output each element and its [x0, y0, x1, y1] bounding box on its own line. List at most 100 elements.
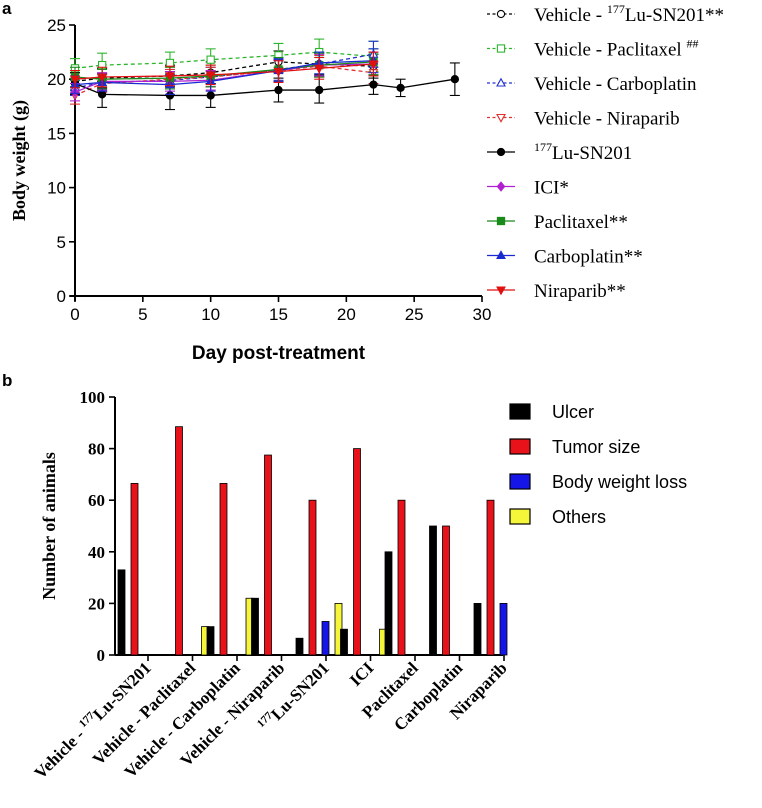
bar-group-8 [473, 499, 508, 656]
bar [429, 525, 437, 656]
data-point [97, 73, 108, 83]
bar-group-5 [340, 448, 387, 656]
legend-label: 177Lu-SN201 [534, 140, 632, 164]
legend-label: Others [552, 507, 606, 527]
bar [308, 499, 317, 656]
legend-swatch [509, 473, 531, 490]
data-point [450, 75, 460, 84]
legend-swatch [509, 403, 531, 420]
bar [251, 597, 259, 656]
legend-label: Body weight loss [552, 472, 687, 492]
data-point [315, 85, 324, 95]
y-tick-label: 10 [47, 179, 66, 198]
y-tick-label: 5 [57, 233, 66, 252]
data-point [273, 68, 284, 77]
bar-group-2 [206, 483, 254, 656]
legend-marker [496, 216, 506, 226]
legend-marker [496, 181, 506, 192]
legend-marker [496, 9, 506, 19]
data-point [165, 58, 175, 68]
data-point [70, 75, 80, 85]
data-point [396, 83, 405, 93]
legend-label: Niraparib** [534, 281, 626, 302]
y-tick-label: 0 [97, 646, 106, 665]
bar [175, 426, 183, 656]
panel-a-label: a [2, 0, 12, 18]
data-point [314, 64, 325, 74]
legend-label: Tumor size [552, 437, 640, 457]
legend-label: Ulcer [552, 402, 594, 422]
legend-swatch [509, 438, 531, 455]
x-tick-label: 15 [269, 305, 288, 324]
bar [442, 525, 450, 656]
legend-label: ICI* [534, 178, 569, 199]
legend-marker [496, 44, 506, 53]
bar [295, 637, 304, 656]
y-tick-label: 20 [47, 70, 66, 89]
y-tick-label: 60 [88, 491, 105, 510]
legend-marker [496, 77, 506, 87]
bar [473, 603, 482, 656]
body-weight-chart: 0 5 10 15 20 25 0 5 10 15 20 25 30 Day post-treatment… [9, 2, 724, 364]
y-tick-label: 25 [47, 16, 66, 35]
series-8 [70, 51, 379, 89]
data-point [97, 90, 107, 99]
x-axis-title: Day post-treatment [192, 343, 366, 364]
bar [499, 603, 508, 656]
data-point [369, 80, 378, 89]
y-tick-label: 40 [88, 543, 105, 562]
series-0 [70, 50, 379, 91]
bar-group-7 [429, 525, 450, 656]
legend-label: Vehicle - Carboplatin [534, 74, 697, 95]
y-axis-title: Body weight (g) [9, 100, 30, 221]
y-tick-label: 100 [80, 388, 106, 407]
legend-a: Vehicle - 177Lu-SN201** Vehicle - Paclita… [487, 2, 724, 302]
data-point [206, 91, 215, 100]
bar [130, 483, 139, 656]
legend-label: Vehicle - Paclitaxel ## [534, 37, 698, 61]
legend-marker [496, 250, 506, 260]
legend-label: Carboplatin** [534, 247, 643, 268]
series-4 [70, 62, 460, 111]
series-line [74, 51, 374, 70]
bar-group-1 [175, 426, 209, 656]
legend-label: Vehicle - 177Lu-SN201** [534, 2, 724, 26]
y-axis-title: Number of animals [39, 452, 59, 600]
data-point [274, 85, 283, 95]
bar [117, 569, 126, 656]
bar [264, 454, 272, 656]
bar [384, 551, 393, 656]
x-tick-label: 0 [70, 305, 79, 324]
bar [206, 626, 215, 656]
series-line [74, 63, 374, 80]
bar [219, 483, 228, 656]
legend-label: Paclitaxel** [534, 212, 628, 233]
x-tick-label: 30 [473, 305, 492, 324]
bar-group-3 [251, 454, 272, 656]
bar-group-6 [384, 499, 406, 656]
bar [321, 621, 330, 656]
bar-group-0 [117, 483, 139, 656]
category-label: ICI [346, 658, 378, 690]
bar-group-4 [295, 499, 343, 656]
bar [353, 448, 361, 656]
y-tick-label: 0 [57, 287, 66, 306]
bar [486, 499, 495, 656]
legend-marker [496, 113, 506, 123]
data-point [165, 72, 175, 82]
legend-marker [496, 286, 506, 296]
legend-b: Ulcer Tumor size Body weight loss Others [509, 402, 687, 527]
x-tick-label: 5 [138, 305, 147, 324]
legend-marker [496, 147, 506, 157]
data-point [368, 60, 379, 70]
legend-swatch [509, 508, 531, 525]
bar [340, 628, 348, 656]
y-tick-label: 80 [88, 440, 105, 459]
series-1 [70, 38, 379, 79]
x-tick-label: 25 [405, 305, 424, 324]
panel-b-label: b [2, 371, 12, 390]
x-tick-label: 20 [337, 305, 356, 324]
x-tick-label: 10 [201, 305, 220, 324]
